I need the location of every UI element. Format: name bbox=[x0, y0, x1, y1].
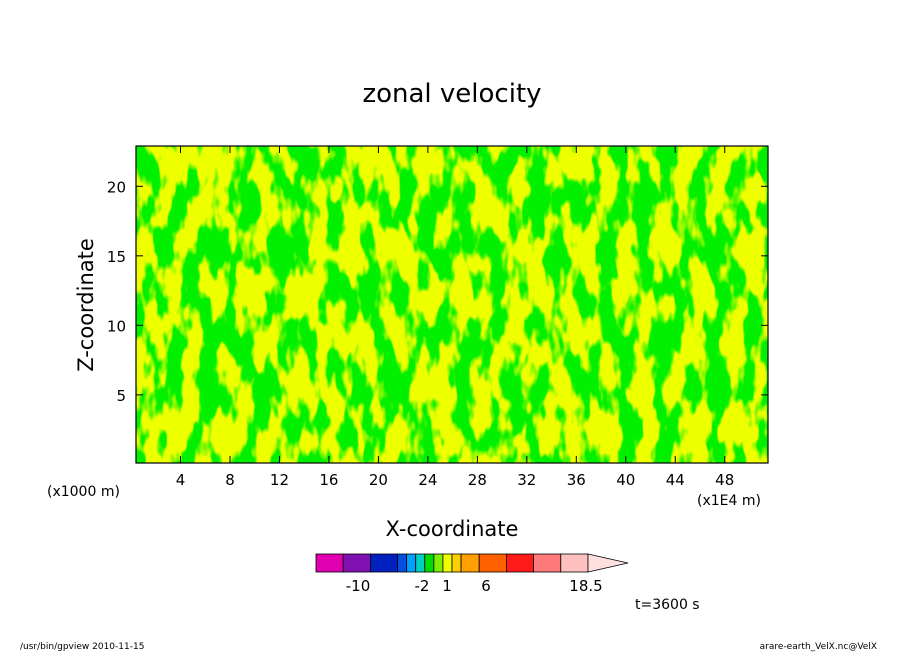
colorbar-segment bbox=[342, 553, 371, 573]
field-texture bbox=[136, 146, 768, 463]
colorbar-label: 18.5 bbox=[569, 577, 602, 595]
colorbar-segment bbox=[560, 553, 589, 573]
x-tick-label: 36 bbox=[567, 471, 586, 489]
contour-field bbox=[136, 146, 768, 463]
x-tick-label: 28 bbox=[468, 471, 487, 489]
colorbar-segment bbox=[397, 553, 408, 573]
colorbar-segment bbox=[433, 553, 444, 573]
colorbar-labels: -10 -2 1 6 18.5 bbox=[346, 577, 603, 595]
colorbar-segment bbox=[442, 553, 453, 573]
y-tick-label: 10 bbox=[107, 317, 126, 335]
colorbar-label: -10 bbox=[346, 577, 371, 595]
x-tick-label: 8 bbox=[225, 471, 235, 489]
x-tick-label: 16 bbox=[319, 471, 338, 489]
x-tick-label: 40 bbox=[616, 471, 635, 489]
x-tick-label: 48 bbox=[715, 471, 734, 489]
colorbar-segment bbox=[505, 553, 534, 573]
colorbar-label: 6 bbox=[481, 577, 491, 595]
x-tick-label: 24 bbox=[418, 471, 437, 489]
y-tick-label: 15 bbox=[107, 248, 126, 266]
y-unit-label: (x1000 m) bbox=[47, 484, 120, 500]
y-tick-label: 5 bbox=[116, 387, 126, 405]
y-axis-ticks: 5 10 15 20 bbox=[107, 178, 768, 405]
x-axis-label: X-coordinate bbox=[386, 517, 519, 541]
chart-title: zonal velocity bbox=[362, 79, 541, 109]
footer-right: arare-earth_VelX.nc@VelX bbox=[760, 642, 877, 652]
x-axis-ticks: 4 8 12 16 20 24 28 32 36 40 44 48 bbox=[176, 146, 734, 489]
time-label: t=3600 s bbox=[635, 597, 700, 613]
y-tick-label: 20 bbox=[107, 178, 126, 196]
colorbar-segment bbox=[478, 553, 507, 573]
plot-frame bbox=[135, 145, 769, 464]
colorbar-extension-arrow bbox=[587, 553, 629, 573]
colorbar-label: -2 bbox=[415, 577, 430, 595]
colorbar-segment bbox=[369, 553, 398, 573]
colorbar bbox=[315, 553, 629, 573]
colorbar-segment bbox=[315, 553, 344, 573]
colorbar-segment bbox=[451, 553, 462, 573]
x-tick-label: 4 bbox=[176, 471, 186, 489]
colorbar-segment bbox=[460, 553, 480, 573]
colorbar-segment bbox=[533, 553, 562, 573]
x-tick-label: 12 bbox=[270, 471, 289, 489]
colorbar-segment bbox=[415, 553, 426, 573]
x-tick-label: 32 bbox=[517, 471, 536, 489]
x-tick-label: 20 bbox=[369, 471, 388, 489]
footer-left: /usr/bin/gpview 2010-11-15 bbox=[20, 642, 144, 652]
x-unit-label: (x1E4 m) bbox=[697, 493, 761, 509]
colorbar-label: 1 bbox=[442, 577, 452, 595]
colorbar-segment bbox=[424, 553, 435, 573]
y-axis-label: Z-coordinate bbox=[74, 238, 98, 372]
colorbar-segment bbox=[406, 553, 417, 573]
x-tick-label: 44 bbox=[666, 471, 685, 489]
